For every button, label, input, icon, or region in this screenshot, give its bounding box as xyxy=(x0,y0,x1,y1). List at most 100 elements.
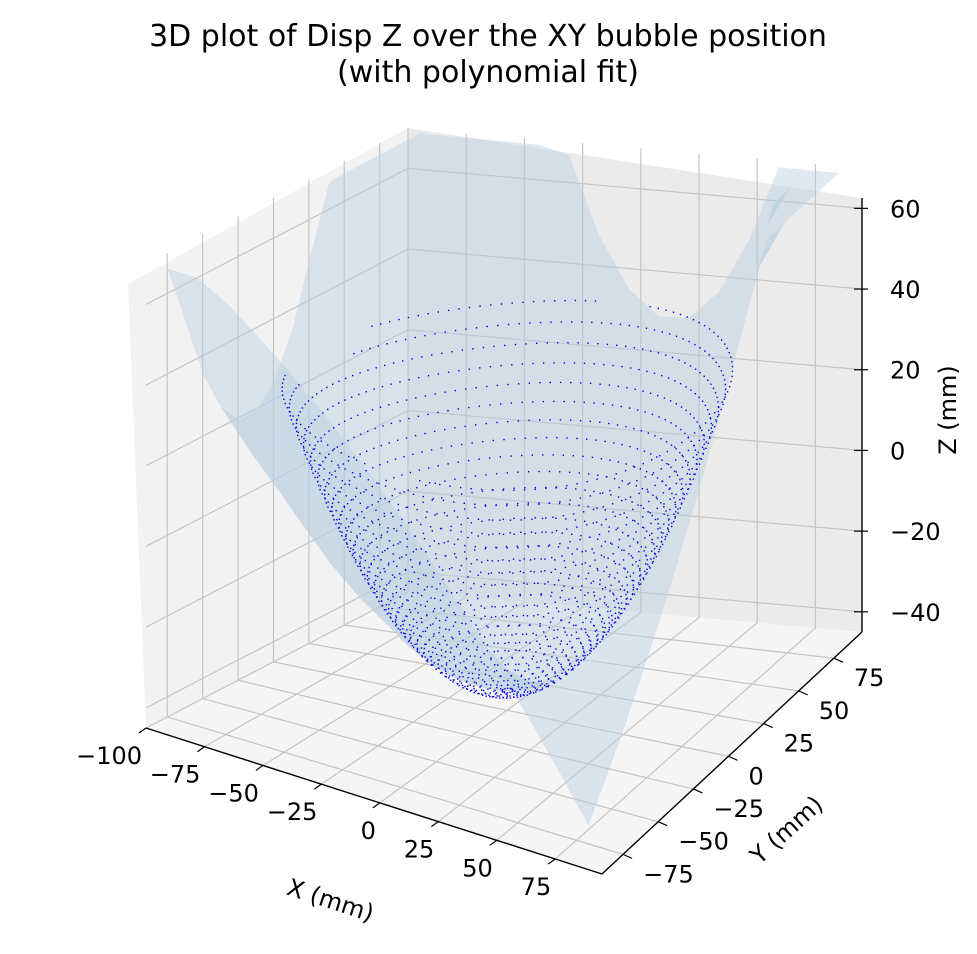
data-point xyxy=(640,430,642,432)
surface-patch xyxy=(341,564,390,628)
data-point xyxy=(561,672,563,674)
data-point xyxy=(470,620,472,622)
data-point xyxy=(333,498,335,500)
surface-patch xyxy=(443,614,492,666)
data-point xyxy=(516,694,518,696)
data-point xyxy=(484,615,486,617)
data-point xyxy=(606,343,609,346)
data-point xyxy=(480,585,482,588)
data-point xyxy=(396,530,398,532)
data-point xyxy=(482,694,484,696)
data-point xyxy=(565,654,567,656)
data-point xyxy=(644,570,646,572)
data-point xyxy=(340,523,342,525)
data-point xyxy=(331,474,333,476)
data-point xyxy=(373,555,375,557)
data-point xyxy=(414,643,416,646)
data-point xyxy=(654,435,656,437)
data-point xyxy=(408,379,410,381)
data-point xyxy=(399,541,401,543)
data-point xyxy=(434,333,436,335)
data-point xyxy=(387,564,390,566)
data-point xyxy=(517,502,519,505)
data-point xyxy=(481,693,483,695)
data-point xyxy=(487,688,489,690)
data-point xyxy=(345,535,347,538)
data-point xyxy=(427,413,429,416)
surface-patch xyxy=(215,353,264,450)
data-point xyxy=(477,677,480,679)
data-point xyxy=(586,603,589,605)
data-point xyxy=(613,442,615,444)
data-point xyxy=(690,440,692,442)
data-point xyxy=(490,616,493,618)
data-point xyxy=(430,664,432,666)
data-point xyxy=(447,463,449,465)
data-point xyxy=(625,524,628,526)
data-point xyxy=(456,682,458,685)
data-point xyxy=(724,393,726,395)
data-point xyxy=(495,547,498,549)
data-point xyxy=(421,451,423,453)
data-point xyxy=(559,501,561,503)
data-point xyxy=(505,693,507,695)
data-point xyxy=(475,424,477,426)
data-point xyxy=(613,478,616,480)
data-point xyxy=(626,571,629,573)
data-point xyxy=(373,588,376,590)
data-point xyxy=(507,383,509,386)
surface-patch xyxy=(461,657,510,685)
data-point xyxy=(603,622,606,624)
data-point xyxy=(457,461,459,463)
data-point xyxy=(595,521,598,523)
data-point xyxy=(396,565,398,568)
data-point xyxy=(299,411,301,413)
data-point xyxy=(595,599,597,602)
data-point xyxy=(289,415,291,417)
data-point xyxy=(563,560,566,562)
data-point xyxy=(620,608,623,610)
data-point xyxy=(472,641,474,643)
data-point xyxy=(282,394,284,396)
data-point xyxy=(698,321,700,324)
data-point xyxy=(608,616,610,619)
data-point xyxy=(688,468,690,471)
data-point xyxy=(602,492,604,494)
x-tick-label: −50 xyxy=(208,779,259,807)
data-point xyxy=(414,336,416,339)
data-point xyxy=(679,313,682,316)
data-point xyxy=(645,470,648,473)
data-point xyxy=(318,464,320,466)
data-point xyxy=(471,532,473,534)
data-point xyxy=(681,478,683,480)
data-point xyxy=(503,680,505,682)
data-point xyxy=(300,443,302,445)
data-point xyxy=(368,577,370,580)
data-point xyxy=(637,504,639,506)
data-point xyxy=(672,311,675,313)
data-point xyxy=(497,664,499,666)
data-point xyxy=(398,318,400,321)
data-point xyxy=(625,463,627,465)
data-point xyxy=(434,514,436,516)
data-point xyxy=(608,422,610,425)
data-point xyxy=(433,633,435,635)
data-point xyxy=(589,606,591,609)
data-point xyxy=(599,492,601,495)
data-point xyxy=(512,558,515,560)
surface-patch xyxy=(534,684,582,702)
data-point xyxy=(295,387,297,389)
x-tick-label: 0 xyxy=(361,817,376,845)
data-point xyxy=(614,515,616,517)
x-tick-label: −25 xyxy=(267,798,318,826)
data-point xyxy=(539,684,542,687)
surface-patch xyxy=(599,603,648,664)
data-point xyxy=(465,558,468,560)
surface-patch xyxy=(473,152,522,287)
data-point xyxy=(518,641,521,644)
data-point xyxy=(589,495,592,497)
data-point xyxy=(444,668,446,670)
data-point xyxy=(569,541,571,543)
data-point xyxy=(410,629,412,632)
title-line-1: 3D plot of Disp Z over the XY bubble pos… xyxy=(149,19,827,54)
